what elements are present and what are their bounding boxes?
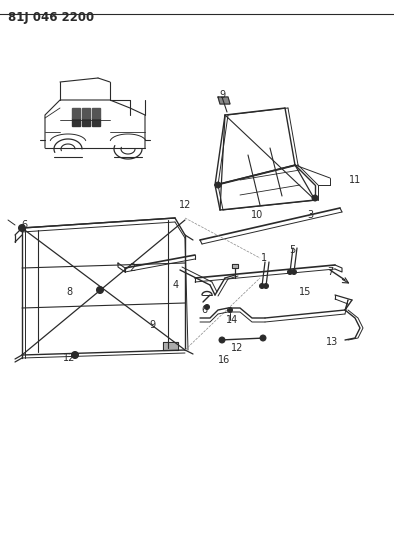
Text: 7: 7 [327, 267, 333, 277]
Text: 16: 16 [218, 355, 230, 365]
Text: 12: 12 [63, 353, 75, 363]
Polygon shape [218, 97, 230, 104]
Text: 10: 10 [251, 210, 263, 220]
Text: 15: 15 [299, 287, 311, 297]
Text: 1: 1 [261, 253, 267, 263]
Text: 9: 9 [149, 320, 155, 330]
Circle shape [219, 337, 225, 343]
Polygon shape [72, 118, 80, 126]
Polygon shape [163, 342, 178, 350]
Text: 2: 2 [129, 263, 135, 273]
Circle shape [260, 335, 266, 341]
Circle shape [264, 284, 268, 288]
Text: 81J 046 2200: 81J 046 2200 [8, 11, 94, 24]
Text: 12: 12 [179, 200, 191, 210]
Circle shape [288, 270, 292, 274]
Polygon shape [72, 108, 80, 118]
Polygon shape [92, 108, 100, 118]
Circle shape [19, 224, 26, 231]
Polygon shape [82, 108, 90, 118]
Circle shape [97, 287, 104, 294]
Circle shape [312, 195, 318, 201]
Text: 3: 3 [307, 210, 313, 220]
Text: 14: 14 [226, 315, 238, 325]
Circle shape [292, 270, 297, 274]
Text: 6: 6 [201, 305, 207, 315]
Text: 9: 9 [219, 90, 225, 100]
Text: 12: 12 [231, 343, 243, 353]
Circle shape [71, 351, 78, 359]
Text: 4: 4 [173, 280, 179, 290]
Circle shape [260, 284, 264, 288]
Text: 13: 13 [326, 337, 338, 347]
Polygon shape [92, 118, 100, 126]
Circle shape [215, 182, 221, 188]
Circle shape [227, 308, 232, 312]
Text: 5: 5 [289, 245, 295, 255]
Polygon shape [232, 264, 238, 268]
Text: 11: 11 [349, 175, 361, 185]
Polygon shape [82, 118, 90, 126]
Circle shape [204, 304, 210, 310]
Text: 6: 6 [21, 220, 27, 230]
Text: 8: 8 [66, 287, 72, 297]
